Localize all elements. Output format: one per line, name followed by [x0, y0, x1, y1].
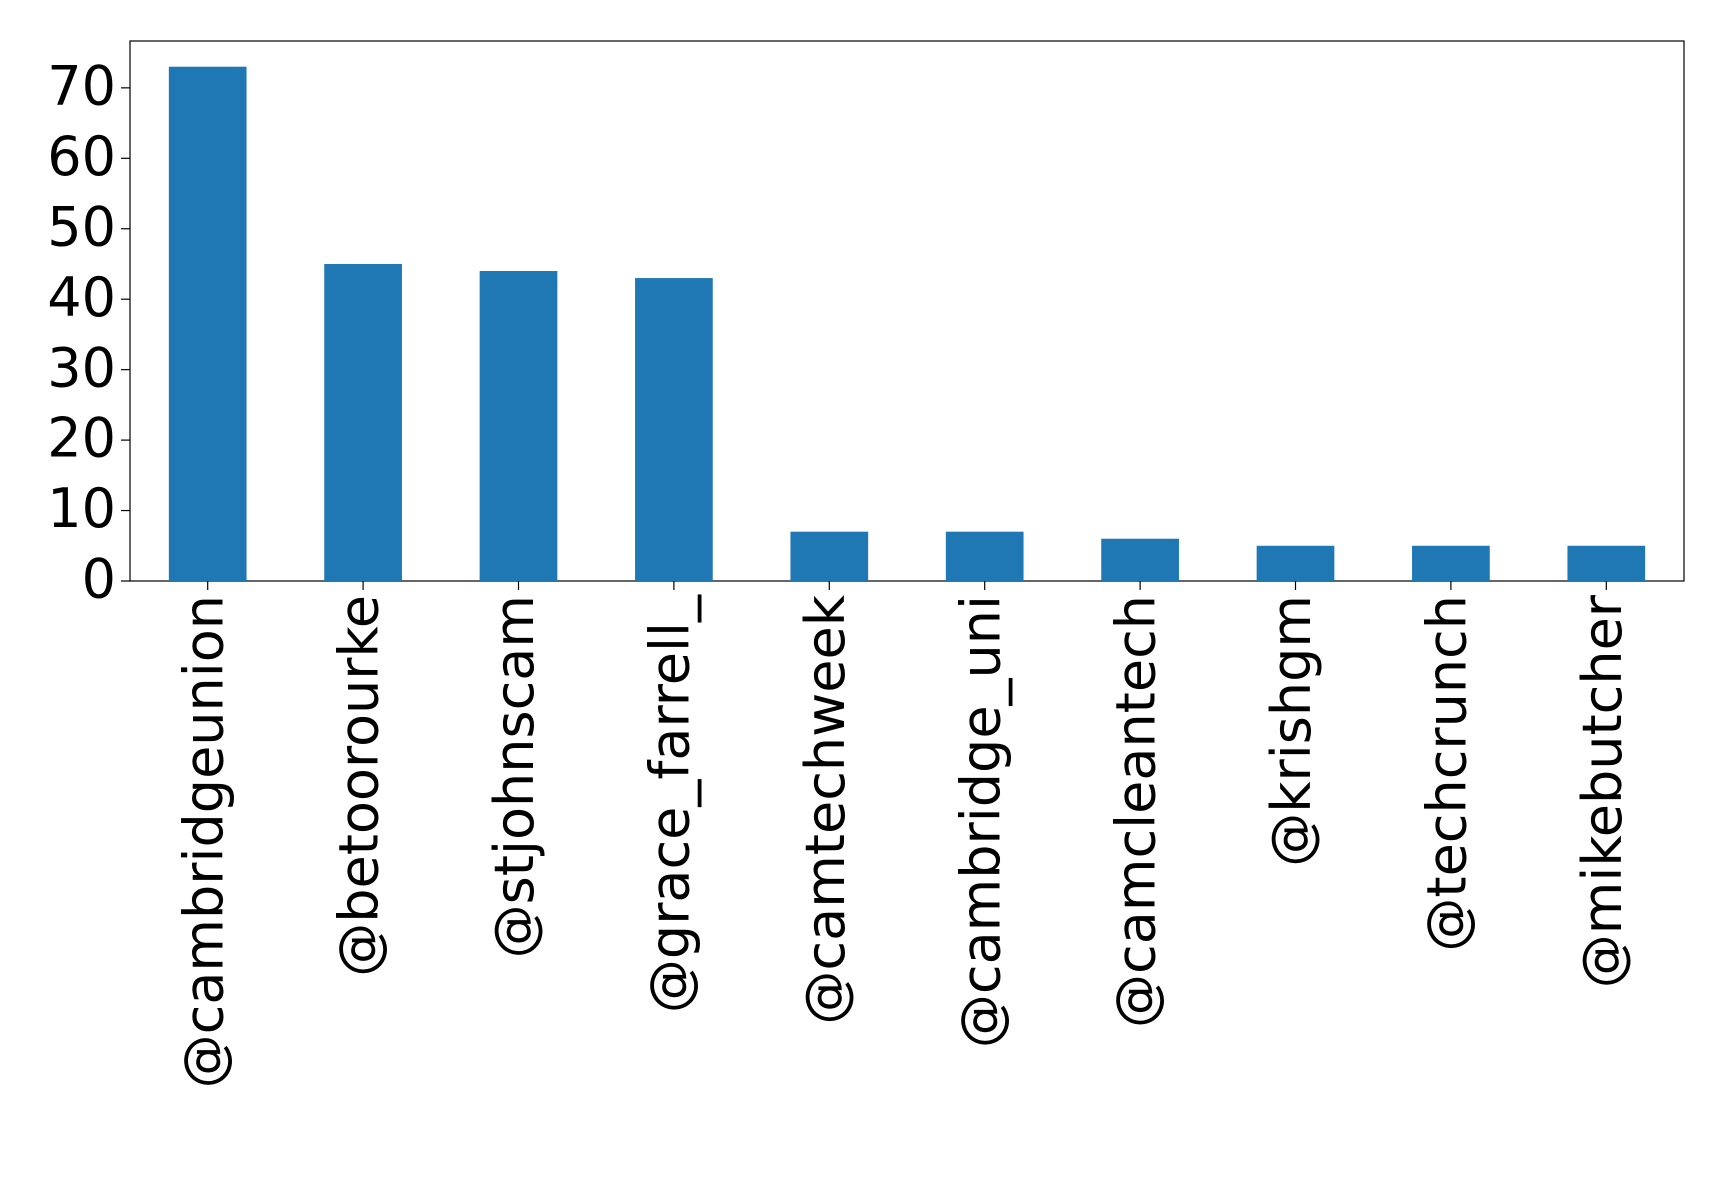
bar: [324, 263, 402, 581]
bar: [945, 531, 1024, 581]
x-tick-label: @camcleantech: [1105, 595, 1168, 1028]
x-tick-label: @mikebutcher: [1571, 594, 1634, 988]
bar: [479, 271, 558, 581]
bar: [1256, 545, 1335, 581]
x-tick-label: @techcrunch: [1416, 595, 1479, 952]
x-tick-label: @betoorourke: [328, 595, 391, 977]
y-tick-label: 30: [47, 336, 116, 399]
x-tick-label: @camtechweek: [794, 594, 857, 1024]
bar: [790, 531, 869, 581]
x-tick-label: @krishgm: [1260, 595, 1323, 867]
y-tick-label: 60: [47, 125, 116, 188]
bar: [1101, 538, 1179, 581]
x-tick-label: @cambridgeunion: [172, 595, 235, 1088]
y-tick-label: 20: [47, 407, 116, 470]
y-tick-label: 40: [47, 266, 116, 329]
x-tick-label: @cambridge_uni: [949, 595, 1012, 1048]
bar: [168, 66, 247, 581]
y-tick-label: 50: [47, 195, 116, 258]
y-tick-label: 10: [47, 477, 116, 540]
bar: [1412, 545, 1490, 581]
y-tick-label: 0: [82, 548, 116, 611]
y-tick-label: 70: [47, 54, 116, 117]
plot-frame: [129, 40, 1685, 582]
bar: [635, 278, 713, 581]
x-tick-label: @grace_farrell_: [639, 594, 702, 1013]
bar: [1567, 545, 1646, 581]
x-tick-label: @stjohnscam: [483, 595, 546, 958]
